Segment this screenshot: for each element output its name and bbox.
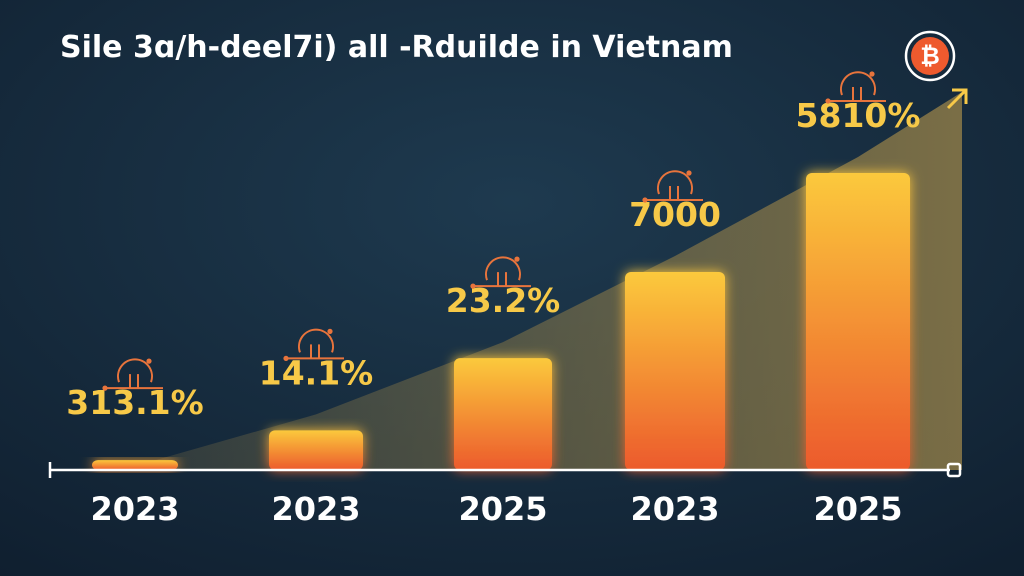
data-label-1: 313.1% — [66, 383, 203, 422]
lightbulb-line-icon — [642, 170, 703, 203]
bitcoin-icon: ₿ — [904, 30, 956, 82]
bar-2 — [269, 430, 363, 470]
lightbulb-line-icon — [825, 71, 886, 104]
x-tick-label-1: 2023 — [90, 490, 179, 528]
data-label-3: 23.2% — [446, 281, 561, 320]
value-icons-layer — [102, 71, 886, 391]
x-axis — [48, 462, 962, 478]
bars-layer — [92, 173, 910, 470]
lightbulb-line-icon — [470, 256, 531, 289]
lightbulb-line-icon — [102, 358, 163, 391]
data-label-2: 14.1% — [259, 353, 374, 392]
x-tick-labels: 2023 2023 2025 2023 2025 — [90, 490, 902, 528]
bar-3 — [454, 358, 552, 470]
chart-title: Sile 3ɑ/h-deel7i) all -Rduilde in Vietna… — [60, 30, 733, 65]
lightbulb-line-icon — [283, 328, 344, 361]
bitcoin-symbol: ₿ — [920, 42, 940, 70]
x-tick-label-3: 2025 — [458, 490, 547, 528]
data-label-5: 5810% — [796, 96, 921, 135]
bar-1 — [92, 460, 178, 470]
x-axis-end-marker — [946, 462, 962, 478]
x-tick-label-5: 2025 — [813, 490, 902, 528]
bar-5 — [806, 173, 910, 470]
trend-area — [50, 92, 962, 470]
bar-4 — [625, 272, 725, 470]
x-tick-label-4: 2023 — [630, 490, 719, 528]
x-tick-label-2: 2023 — [271, 490, 360, 528]
arrow-up-right-icon — [946, 88, 968, 110]
